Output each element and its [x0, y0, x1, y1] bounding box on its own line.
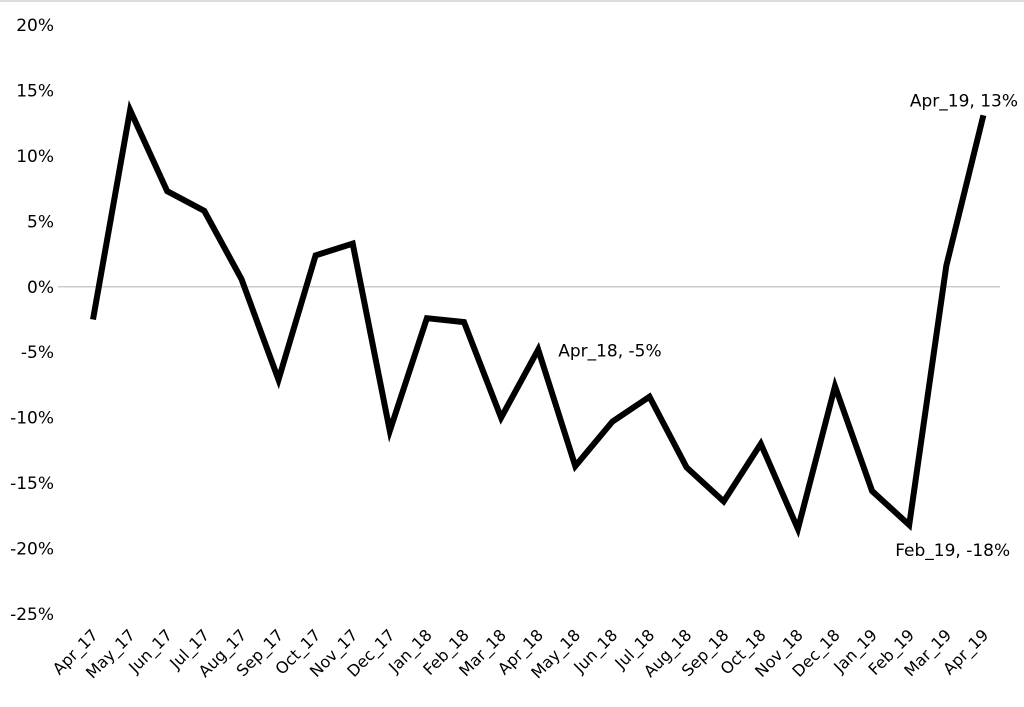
y-tick-label: -10% — [10, 409, 54, 429]
annotations: Apr_19, 13% Apr_18, -5% Feb_19, -18% — [558, 91, 1018, 561]
y-tick-label: 15% — [16, 81, 54, 101]
data-annotation: Apr_19, 13% — [910, 91, 1018, 111]
x-axis: Apr_17May_17Jun_17Jul_17Aug_17Sep_17Oct_… — [49, 625, 993, 683]
y-axis: 20% 15% 10% 5% 0% -5% -10% -15% -20% -25% — [10, 16, 54, 625]
data-annotation: Feb_19, -18% — [895, 541, 1010, 561]
y-tick-label: -25% — [10, 605, 54, 625]
data-annotation: Apr_18, -5% — [558, 342, 661, 362]
series-line — [90, 100, 987, 539]
y-tick-label: -20% — [10, 540, 54, 560]
y-tick-label: 10% — [16, 147, 54, 167]
y-tick-label: 0% — [27, 278, 54, 298]
y-tick-label: -5% — [21, 343, 54, 363]
y-tick-label: 5% — [27, 212, 54, 232]
y-tick-label: 20% — [16, 16, 54, 36]
y-tick-label: -15% — [10, 474, 54, 494]
